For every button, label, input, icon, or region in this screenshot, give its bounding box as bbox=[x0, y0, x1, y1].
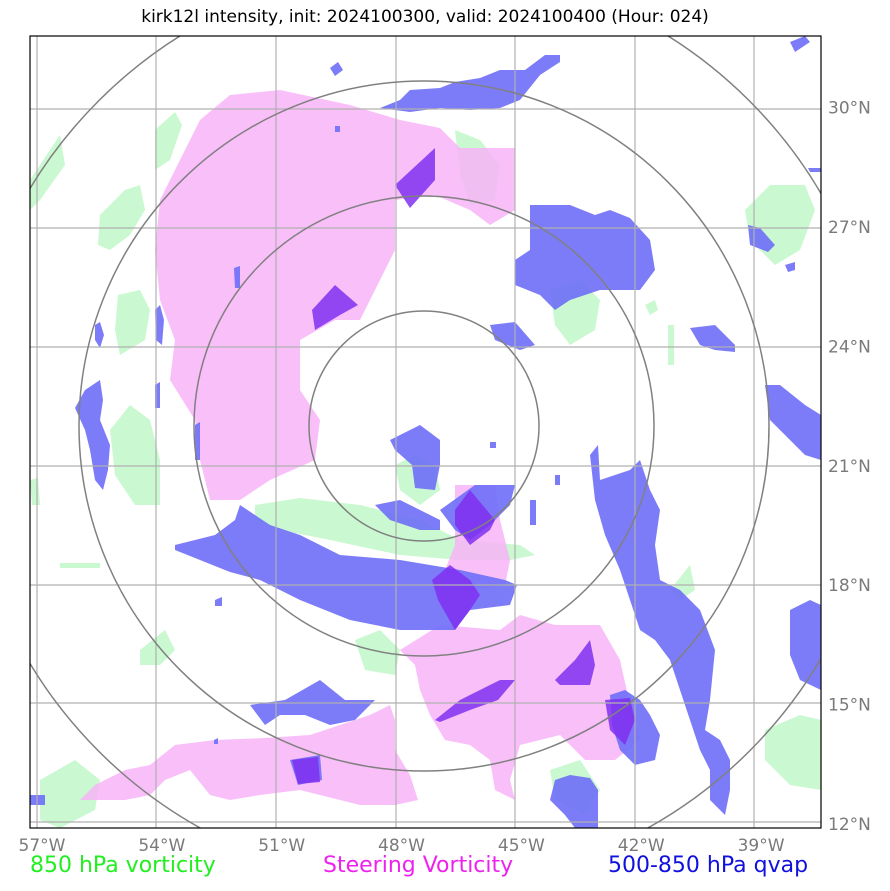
x-tick-label: 57°W bbox=[19, 836, 66, 856]
x-tick-label: 39°W bbox=[738, 836, 785, 856]
steering-vorticity-fill bbox=[80, 90, 640, 805]
y-tick-label: 27°N bbox=[828, 218, 871, 238]
x-tick-label: 54°W bbox=[138, 836, 185, 856]
x-tick-label: 45°W bbox=[498, 836, 545, 856]
x-tick-label: 42°W bbox=[618, 836, 665, 856]
chart-title: kirk12l intensity, init: 2024100300, val… bbox=[141, 7, 709, 27]
x-tick-label: 51°W bbox=[258, 836, 305, 856]
y-tick-label: 21°N bbox=[828, 457, 871, 477]
grid-lines bbox=[30, 36, 821, 828]
y-tick-label: 18°N bbox=[828, 576, 871, 596]
plot-frame bbox=[29, 35, 822, 829]
x-tick-labels: 57°W 54°W 51°W 48°W 45°W 42°W 39°W bbox=[19, 836, 785, 856]
y-tick-label: 15°N bbox=[828, 696, 871, 716]
y-tick-label: 30°N bbox=[828, 99, 871, 119]
legend-qvap: 500-850 hPa qvap bbox=[608, 853, 809, 878]
legend-steering-vorticity: Steering Vorticity bbox=[323, 853, 514, 878]
y-tick-labels: 30°N 27°N 24°N 21°N 18°N 15°N 12°N bbox=[828, 99, 871, 835]
legend-850-vorticity: 850 hPa vorticity bbox=[30, 853, 216, 878]
y-tick-label: 24°N bbox=[828, 337, 871, 357]
y-tick-label: 12°N bbox=[828, 815, 871, 835]
overlap-fill bbox=[292, 148, 635, 784]
x-tick-label: 48°W bbox=[378, 836, 425, 856]
